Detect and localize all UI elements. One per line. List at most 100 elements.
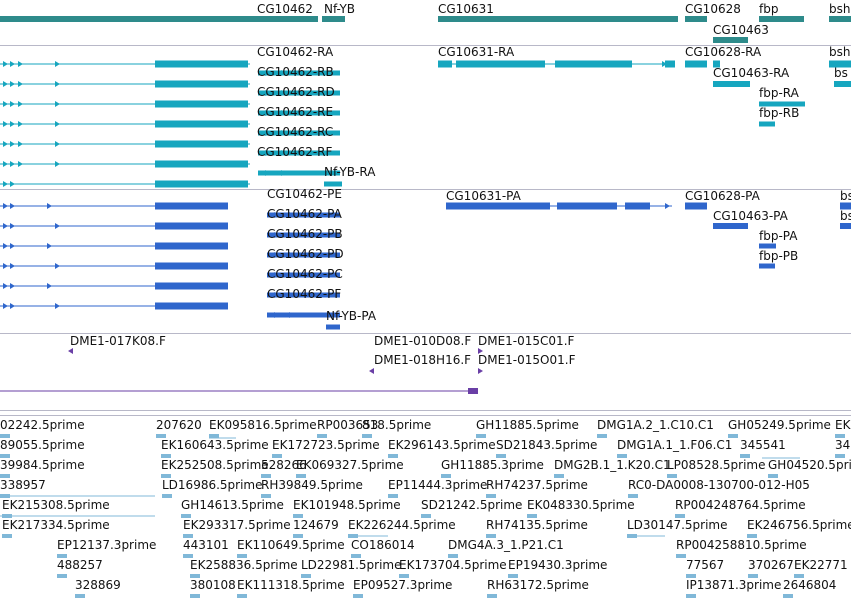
feature-label[interactable]: CG10462-PC bbox=[267, 267, 343, 281]
est-label[interactable]: GH04520.5prime bbox=[768, 458, 851, 472]
gene-label[interactable]: fbp bbox=[759, 2, 779, 16]
est-label[interactable]: EK252508.5prime bbox=[161, 458, 269, 472]
feature-label[interactable]: fbp-RA bbox=[759, 86, 799, 100]
est-label[interactable]: EK217334.5prime bbox=[2, 518, 110, 532]
est-label[interactable]: EK bbox=[835, 418, 851, 432]
est-label[interactable]: EK246756.5prime bbox=[747, 518, 851, 532]
est-label[interactable]: EK296143.5prime bbox=[388, 438, 496, 452]
gene-label[interactable]: CG10628 bbox=[685, 2, 741, 16]
est-label[interactable]: 370267 bbox=[748, 558, 794, 572]
est-label[interactable]: RH74135.5prime bbox=[486, 518, 588, 532]
feature-label[interactable]: CG10463-PA bbox=[713, 209, 788, 223]
est-label[interactable]: EK226244.5prime bbox=[348, 518, 456, 532]
feature-label[interactable]: fbp-RB bbox=[759, 106, 800, 120]
est-label[interactable]: RP004258810.5prime bbox=[676, 538, 807, 552]
feature-label[interactable]: CG10462-RF bbox=[257, 145, 333, 159]
est-label[interactable]: RC0-DA0008-130700-012-H05 bbox=[628, 478, 810, 492]
est-label[interactable]: GH11885.5prime bbox=[476, 418, 579, 432]
est-label[interactable]: 338957 bbox=[0, 478, 46, 492]
feature-label[interactable]: CG10631-PA bbox=[446, 189, 521, 203]
feature-label[interactable]: CG10462-RA bbox=[257, 45, 334, 59]
est-label[interactable]: 818.5prime bbox=[362, 418, 432, 432]
est-label[interactable]: EK293317.5prime bbox=[183, 518, 291, 532]
feature-label[interactable]: CG10462-PB bbox=[267, 227, 343, 241]
est-label[interactable]: RH63172.5prime bbox=[487, 578, 589, 592]
feature-label[interactable]: CG10463-RA bbox=[713, 66, 790, 80]
feature-label[interactable]: CG10462-PF bbox=[267, 287, 342, 301]
est-label[interactable]: EK111318.5prime bbox=[237, 578, 345, 592]
est-label[interactable]: CO186014 bbox=[351, 538, 415, 552]
feature-label[interactable]: fbp-PA bbox=[759, 229, 798, 243]
feature-label[interactable]: bs bbox=[834, 66, 848, 80]
est-label[interactable]: EK048330.5prime bbox=[527, 498, 635, 512]
est-label[interactable]: DMG1A.1_1.F06.C1 bbox=[617, 438, 733, 452]
est-label[interactable]: LP08528.5prime bbox=[667, 458, 766, 472]
est-label[interactable]: 39984.5prime bbox=[0, 458, 85, 472]
est-label[interactable]: 328869 bbox=[75, 578, 121, 592]
feature-label[interactable]: Nf-YB-RA bbox=[324, 165, 376, 179]
feature-label[interactable]: CG10462-RE bbox=[257, 105, 334, 119]
clone-label[interactable]: DME1-010D08.F bbox=[374, 334, 472, 348]
feature-label[interactable]: CG10628-PA bbox=[685, 189, 760, 203]
est-label[interactable]: EP12137.3prime bbox=[57, 538, 157, 552]
gene-label[interactable]: bsh bbox=[829, 2, 851, 16]
est-label[interactable]: 345541 bbox=[740, 438, 786, 452]
est-label[interactable]: LD16986.5prime bbox=[162, 478, 263, 492]
feature-label[interactable]: CG10462-PD bbox=[267, 247, 344, 261]
est-label[interactable]: EK258836.5prime bbox=[190, 558, 298, 572]
est-label[interactable]: EK110649.5prime bbox=[237, 538, 345, 552]
est-label[interactable]: EK101948.5prime bbox=[293, 498, 401, 512]
clone-label[interactable]: DME1-017K08.F bbox=[70, 334, 166, 348]
feature-label[interactable]: CG10462-PE bbox=[267, 187, 342, 201]
est-label[interactable]: EK172723.5prime bbox=[272, 438, 380, 452]
est-label[interactable]: RH74237.5prime bbox=[486, 478, 588, 492]
est-label[interactable]: LD22981.5prime bbox=[301, 558, 402, 572]
est-label[interactable]: GH05249.5prime bbox=[728, 418, 831, 432]
est-label[interactable]: SD21843.5prime bbox=[496, 438, 598, 452]
est-label[interactable]: 380108 bbox=[190, 578, 236, 592]
est-label[interactable]: 528266 bbox=[261, 458, 307, 472]
feature-label[interactable]: CG10462-RD bbox=[257, 85, 335, 99]
est-label[interactable]: EP11444.3prime bbox=[388, 478, 488, 492]
feature-label[interactable]: CG10631-RA bbox=[438, 45, 515, 59]
est-label[interactable]: EP19430.3prime bbox=[508, 558, 608, 572]
clone-label[interactable]: DME1-018H16.F bbox=[374, 353, 472, 367]
est-label[interactable]: DMG2B.1_1.K20.C1 bbox=[554, 458, 671, 472]
est-label[interactable]: 488257 bbox=[57, 558, 103, 572]
clone-label[interactable]: DME1-015O01.F bbox=[478, 353, 576, 367]
est-label[interactable]: 77567 bbox=[686, 558, 725, 572]
est-label[interactable]: 207620 bbox=[156, 418, 202, 432]
gene-label[interactable]: CG10463 bbox=[713, 23, 769, 37]
est-label[interactable]: EK173704.5prime bbox=[399, 558, 507, 572]
est-label[interactable]: LD30147.5prime bbox=[627, 518, 728, 532]
feature-label[interactable]: bs bbox=[840, 209, 851, 223]
est-label[interactable]: IP13871.3prime bbox=[686, 578, 782, 592]
est-label[interactable]: RP003653 bbox=[317, 418, 379, 432]
est-label[interactable]: GH11885.3prime bbox=[441, 458, 544, 472]
est-label[interactable]: DMG1A.2_1.C10.C1 bbox=[597, 418, 714, 432]
est-label[interactable]: 02242.5prime bbox=[0, 418, 85, 432]
feature-label[interactable]: Nf-YB-PA bbox=[326, 309, 377, 323]
gene-label[interactable]: CG10462 bbox=[257, 2, 313, 16]
est-label[interactable]: 34 bbox=[835, 438, 851, 452]
est-label[interactable]: 89055.5prime bbox=[0, 438, 85, 452]
feature-label[interactable]: CG10462-RB bbox=[257, 65, 334, 79]
est-label[interactable]: EK160643.5prime bbox=[161, 438, 269, 452]
est-label[interactable]: EP09527.3prime bbox=[353, 578, 453, 592]
est-label[interactable]: 443101 bbox=[183, 538, 229, 552]
est-label[interactable]: SD21242.5prime bbox=[421, 498, 523, 512]
est-label[interactable]: 2646804 bbox=[783, 578, 837, 592]
feature-label[interactable]: fbp-PB bbox=[759, 249, 799, 263]
est-label[interactable]: EK215308.5prime bbox=[2, 498, 110, 512]
clone-label[interactable]: DME1-015C01.F bbox=[478, 334, 575, 348]
gene-label[interactable]: Nf-YB bbox=[324, 2, 356, 16]
feature-label[interactable]: CG10628-RA bbox=[685, 45, 762, 59]
feature-label[interactable]: CG10462-RC bbox=[257, 125, 334, 139]
est-label[interactable]: RH39849.5prime bbox=[261, 478, 363, 492]
est-label[interactable]: EK095816.5prime bbox=[209, 418, 317, 432]
est-label[interactable]: RP004248764.5prime bbox=[675, 498, 806, 512]
est-label[interactable]: 124679 bbox=[293, 518, 339, 532]
feature-label[interactable]: bs bbox=[840, 189, 851, 203]
feature-label[interactable]: bsh bbox=[829, 45, 851, 59]
est-label[interactable]: GH14613.5prime bbox=[181, 498, 284, 512]
